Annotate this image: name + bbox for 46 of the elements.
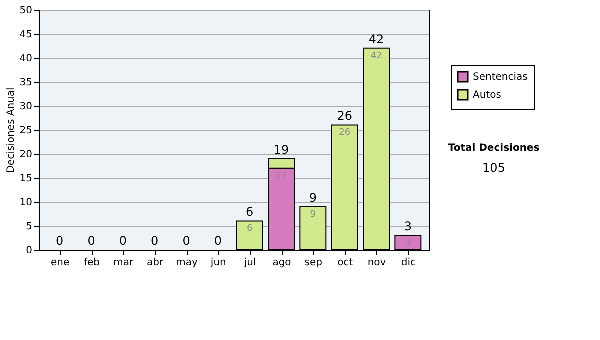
total-label: 0: [151, 234, 159, 248]
legend-label: Sentencias: [473, 72, 528, 83]
x-tick-label: mar: [114, 258, 135, 268]
total-label: 26: [337, 109, 352, 124]
x-tick-label: ene: [51, 258, 70, 268]
y-tick-label: 50: [20, 6, 32, 16]
x-tick-label: abr: [147, 258, 165, 268]
total-label: 6: [246, 205, 254, 220]
y-tick-label: 45: [20, 30, 32, 40]
y-tick-label: 0: [26, 246, 32, 256]
x-tick-label: dic: [401, 258, 416, 268]
total-label: 3: [404, 220, 412, 234]
data-label: 6: [246, 224, 253, 234]
x-tick-label: may: [176, 258, 198, 268]
x-tick-label: sep: [304, 258, 323, 268]
x-tick-label: jun: [210, 258, 226, 268]
y-tick-label: 25: [20, 126, 32, 136]
x-tick-label: jul: [243, 258, 256, 268]
y-tick-label: 30: [20, 102, 32, 112]
total-label: 9: [309, 190, 317, 205]
y-axis-title: Decisiones Anual: [6, 88, 17, 174]
total-label: 19: [274, 142, 290, 157]
y-tick-label: 40: [20, 54, 32, 64]
total-label: 0: [119, 234, 127, 248]
total-label: 0: [214, 234, 222, 248]
y-tick-label: 35: [20, 78, 32, 88]
data-label: 3: [405, 238, 412, 249]
total-label: 0: [88, 234, 96, 248]
x-tick-label: oct: [338, 258, 354, 268]
data-label: 17: [276, 171, 288, 182]
x-tick-label: ago: [272, 258, 292, 268]
text: Total Decisiones: [448, 143, 540, 154]
y-tick-label: 5: [26, 222, 32, 232]
total-label: 42: [368, 32, 384, 46]
total-label: 0: [182, 234, 190, 248]
total-label: 0: [56, 234, 64, 248]
x-tick-label: feb: [84, 258, 100, 268]
data-label: 9: [310, 210, 316, 220]
y-tick-label: 10: [20, 198, 32, 208]
x-tick-label: nov: [368, 258, 386, 268]
data-label: 26: [339, 128, 351, 138]
text: 105: [482, 161, 506, 175]
y-tick-label: 20: [20, 150, 32, 160]
legend-label: Autos: [473, 90, 502, 101]
data-label: 42: [370, 51, 382, 62]
y-tick-label: 15: [20, 174, 32, 184]
